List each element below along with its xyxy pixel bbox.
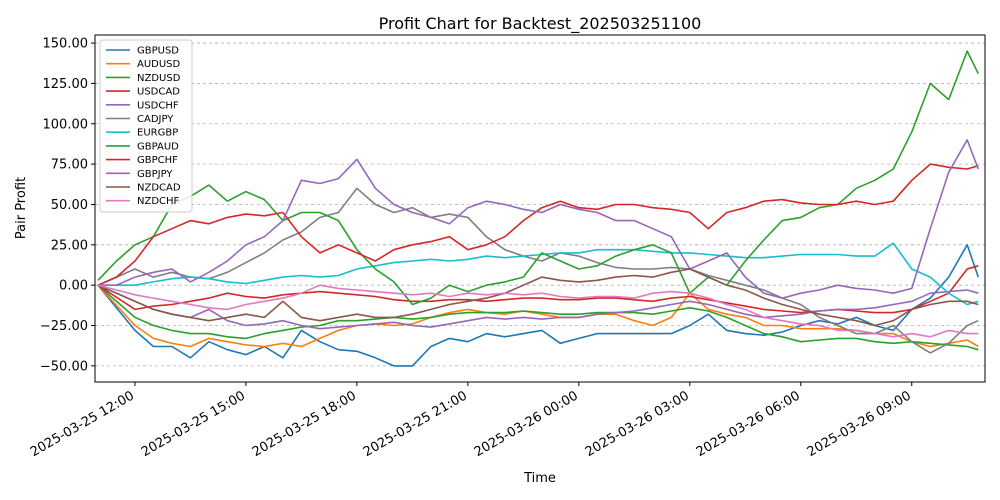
series-line-nzdcad	[97, 268, 979, 327]
series-line-usdcad	[97, 265, 979, 314]
series-line-gbpjpy	[98, 139, 980, 299]
legend-label: GBPJPY	[137, 169, 173, 180]
series-line-usdchf	[97, 284, 979, 330]
y-axis-label: Pair Profit	[14, 177, 29, 239]
x-axis: 2025-03-25 12:00 2025-03-25 15:00 2025-03-…	[28, 382, 914, 460]
plot-frame	[94, 34, 986, 383]
series-line-eurgbp	[98, 242, 979, 306]
y-tick-label: 25.00	[51, 238, 88, 253]
series-line-gbpaud	[97, 50, 980, 306]
series-group	[97, 50, 980, 367]
y-tick-label: 125.00	[43, 77, 89, 92]
x-axis-label: Time	[523, 471, 556, 486]
legend-label: NZDUSD	[137, 73, 181, 84]
legend: GBPUSD AUDUSD NZDUSD USDCAD USDCHF CADJPY EURG…	[99, 39, 193, 213]
x-tick-label: 2025-03-26 06:00	[694, 388, 803, 460]
x-tick-label: 2025-03-25 18:00	[250, 388, 359, 460]
y-tick-label: 50.00	[51, 198, 88, 213]
series-line-nzdusd	[97, 284, 979, 351]
y-tick-label: 0.00	[59, 279, 88, 294]
series-line-cadjpy	[97, 187, 979, 354]
x-tick-label: 2025-03-25 15:00	[139, 388, 248, 460]
y-tick-label: 100.00	[43, 117, 89, 132]
x-tick-label: 2025-03-26 03:00	[583, 388, 692, 460]
series-line-audusd	[97, 284, 979, 348]
legend-label: NZDCHF	[137, 196, 180, 207]
legend-label: GBPAUD	[137, 141, 179, 152]
legend-label: GBPCHF	[137, 155, 178, 166]
series-line-gbpusd	[97, 244, 980, 367]
chart-title: Profit Chart for Backtest_202503251100	[379, 14, 702, 34]
x-tick-label: 2025-03-25 12:00	[28, 388, 137, 460]
y-axis: −50.00 −25.00 0.00 25.00 50.00 75.00 100.00 125…	[40, 37, 95, 374]
series-line-nzdchf	[97, 284, 979, 338]
legend-label: USDCHF	[137, 100, 179, 111]
legend-label: CADJPY	[137, 114, 174, 125]
legend-box	[99, 39, 193, 213]
legend-label: NZDCAD	[137, 183, 181, 194]
x-tick-label: 2025-03-26 09:00	[805, 388, 914, 460]
y-tick-label: −50.00	[40, 359, 88, 374]
series-line-gbpchf	[97, 163, 979, 286]
y-tick-label: 75.00	[51, 158, 88, 173]
legend-label: EURGBP	[137, 128, 178, 139]
grid	[95, 42, 985, 367]
legend-label: USDCAD	[137, 87, 180, 98]
legend-label: GBPUSD	[137, 46, 179, 57]
y-tick-label: 150.00	[43, 37, 89, 52]
x-tick-label: 2025-03-25 21:00	[361, 388, 470, 460]
y-tick-label: −25.00	[40, 319, 88, 334]
x-tick-label: 2025-03-26 00:00	[472, 388, 581, 460]
legend-label: AUDUSD	[137, 59, 181, 70]
